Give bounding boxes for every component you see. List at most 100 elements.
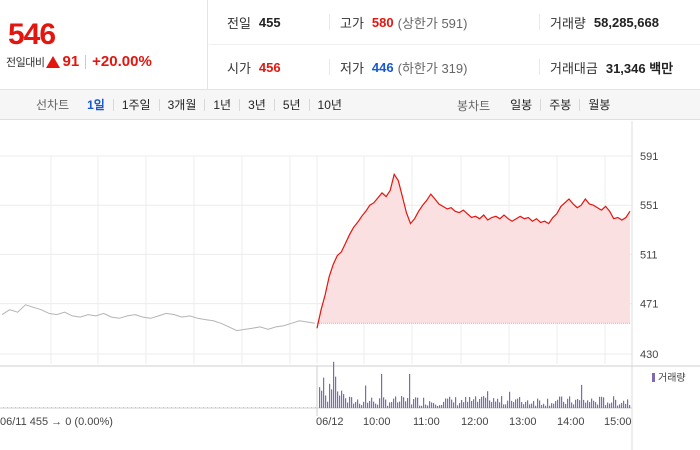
volume-bar (457, 405, 459, 408)
volume-bar (115, 407, 116, 408)
volume-bar (243, 407, 244, 408)
tab-3m[interactable]: 3개월 (158, 98, 205, 111)
volume-bar (489, 400, 491, 408)
tab-1y[interactable]: 1년 (204, 98, 239, 111)
volume-bar (385, 399, 387, 408)
volume-bar (361, 405, 363, 408)
volume-bar (549, 405, 551, 408)
stat-sub: (상한가 591) (397, 15, 468, 31)
stat-volume: 거래량 58,285,668 (539, 14, 659, 31)
volume-bar (255, 407, 256, 408)
volume-bar (267, 407, 268, 408)
volume-bar (403, 397, 405, 408)
volume-bar (551, 403, 553, 408)
volume-bar (495, 401, 497, 408)
volume-bar (379, 398, 381, 408)
volume-bar (341, 390, 343, 408)
volume-bar (455, 397, 457, 408)
volume-bar (619, 404, 621, 408)
tab-3y[interactable]: 3년 (239, 98, 274, 111)
tab-10y[interactable]: 10년 (308, 98, 350, 111)
volume-bar (119, 407, 120, 408)
volume-bar (525, 401, 527, 408)
volume-bar (589, 402, 591, 408)
stat-value: 58,285,668 (593, 14, 659, 30)
volume-bar (519, 396, 521, 408)
y-axis: 591 551 511 471 430 (640, 151, 658, 361)
price-chart: 591 551 511 471 430 06/12 10:00 11:00 12:00 13:0… (0, 121, 700, 450)
volume-bar (413, 399, 415, 408)
volume-bar (71, 407, 72, 408)
volume-bar (391, 402, 393, 408)
stat-label: 전일 (227, 16, 251, 31)
volume-bar (407, 398, 409, 408)
tab-weekly[interactable]: 주봉 (540, 99, 579, 111)
volume-bar (623, 400, 625, 408)
volume-bar (511, 400, 513, 408)
volume-bar (497, 398, 499, 408)
tab-1d[interactable]: 1일 (87, 97, 105, 112)
volume-bar (371, 397, 373, 408)
tab-daily[interactable]: 일봉 (510, 98, 533, 112)
volume-bar (67, 407, 68, 408)
volume-bar (477, 401, 479, 408)
volume-bar (395, 396, 397, 408)
volume-bar (575, 399, 577, 408)
up-triangle-icon (46, 55, 61, 68)
volume-bar (251, 407, 252, 408)
volume-bar (621, 402, 623, 408)
volume-bar (393, 398, 395, 408)
stat-value: 446 (371, 59, 394, 75)
volume-bar (355, 401, 357, 408)
x-tick-label: 14:00 (557, 416, 585, 428)
volume-bar (295, 407, 296, 408)
volume-bar (351, 397, 353, 408)
volume-bar (235, 407, 236, 408)
volume-bar (307, 407, 308, 408)
volume-bar (585, 402, 587, 408)
tab-1w[interactable]: 1주일 (112, 98, 159, 111)
volume-bar (535, 405, 537, 408)
volume-bar (443, 401, 445, 408)
volume-bar (343, 394, 345, 408)
volume-bar (503, 404, 505, 408)
volume-bar (425, 404, 427, 408)
volume-bar (239, 407, 240, 408)
volume-bar (23, 407, 24, 408)
volume-bar (523, 404, 525, 408)
volume-bar (507, 400, 509, 408)
volume-bar (365, 385, 367, 408)
today-price-line (316, 172, 631, 329)
volume-bar (227, 407, 228, 408)
stat-amount: 거래대금 31,346 백만 (539, 59, 673, 76)
volume-bar (175, 407, 176, 408)
tab-monthly[interactable]: 월봉 (579, 99, 618, 111)
volume-bar (211, 407, 212, 408)
volume-bar (31, 407, 32, 408)
volume-bar (375, 403, 377, 408)
stat-value: 456 (258, 60, 281, 75)
stats-row: 전일 455 고가 580 (상한가 591) 거래량 58,285,668 (209, 0, 700, 45)
tab-5y[interactable]: 5년 (273, 98, 309, 111)
volume-bar (613, 396, 615, 408)
volume-bar (339, 395, 341, 408)
volume-bar (579, 400, 581, 408)
volume-bar (539, 400, 541, 408)
volume-bar (215, 407, 216, 408)
volume-bar (569, 396, 571, 408)
volume-bar (509, 391, 511, 408)
volume-bar (537, 398, 539, 408)
volume-bar (139, 407, 140, 408)
volume-bar (271, 407, 272, 408)
volume-bar (573, 404, 575, 408)
volume-bar (555, 401, 557, 408)
volume-bar (87, 407, 88, 408)
volume-bar (383, 397, 385, 408)
volume-bar (349, 396, 351, 408)
volume-bar (581, 384, 583, 408)
volume-bar (183, 407, 184, 408)
volume-bar (387, 405, 389, 408)
volume-bar (223, 407, 224, 408)
volume-bar (323, 377, 325, 408)
volume-bar (111, 407, 112, 408)
